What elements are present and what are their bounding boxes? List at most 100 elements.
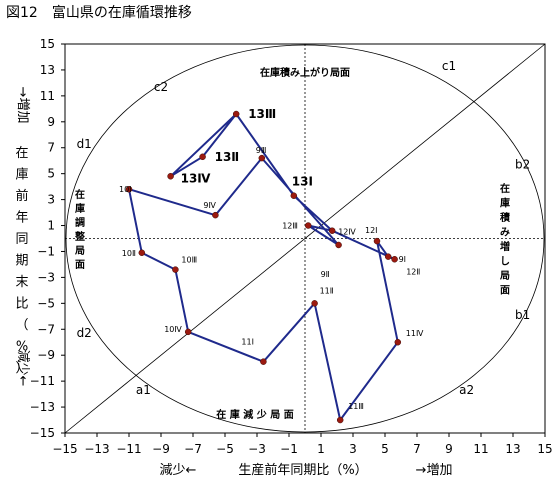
data-point <box>138 249 146 257</box>
data-point <box>394 338 402 346</box>
point-label: 9Ⅰ <box>399 255 406 264</box>
y-tick-label: 9 <box>47 115 55 129</box>
phase-label-right-char: 局 <box>499 270 510 282</box>
data-point <box>260 358 267 365</box>
y-axis-bottom-note: 減少← <box>15 350 31 387</box>
x-tick-label: −13 <box>84 442 109 456</box>
y-axis-label-char: 末 <box>15 275 28 290</box>
y-axis-label-char: 庫 <box>15 168 28 183</box>
data-point <box>258 154 266 162</box>
y-axis-label-char: 期 <box>15 254 28 269</box>
x-tick-label: 3 <box>349 442 357 456</box>
series-line <box>128 113 399 421</box>
data-point <box>172 266 179 273</box>
quadrant-label-b2: b2 <box>515 158 530 172</box>
y-tick-label: −5 <box>37 296 55 310</box>
y-tick-label: 1 <box>47 219 55 233</box>
y-tick-label: −3 <box>37 270 55 284</box>
y-axis-label-char: ） <box>15 361 28 376</box>
y-axis-label-char: % <box>16 340 28 355</box>
y-axis-label-char: 年 <box>15 211 28 226</box>
quadrant-label-a2: a2 <box>459 383 474 397</box>
x-tick-label: −9 <box>152 442 170 456</box>
phase-label-right-char: 在 <box>500 182 510 195</box>
x-tick-label: −3 <box>248 442 266 456</box>
quadrant-label-c1: c1 <box>442 59 456 73</box>
figure-title: 図12 富山県の在庫循環推移 <box>6 5 192 21</box>
phase-label-right-char: み <box>500 227 510 239</box>
y-tick-label: 13 <box>40 63 55 77</box>
y-tick-label: −11 <box>30 374 55 388</box>
x-tick-label: 5 <box>381 442 389 456</box>
x-tick-label: 11 <box>473 442 488 456</box>
point-label: 9Ⅲ <box>256 146 267 155</box>
x-tick-label: −11 <box>116 442 141 456</box>
point-label: 13Ⅰ <box>292 175 313 189</box>
y-tick-label: 5 <box>47 167 55 181</box>
y-axis-top-note: →増加 <box>15 87 30 124</box>
x-tick-label: −7 <box>184 442 202 456</box>
point-label: 13Ⅲ <box>248 107 276 121</box>
x-tick-label: 13 <box>505 442 520 456</box>
x-tick-label: −5 <box>216 442 234 456</box>
point-label: 9Ⅱ <box>321 270 330 279</box>
phase-label-left-char: 局 <box>74 245 85 257</box>
x-axis-right-note: →増加 <box>416 463 453 478</box>
x-tick-label: −1 <box>280 442 298 456</box>
x-tick-label: −15 <box>52 442 77 456</box>
phase-label-right-char: し <box>500 256 510 268</box>
phase-label-top: 在庫積み上がり局面 <box>260 66 350 79</box>
data-point <box>304 222 312 229</box>
data-point <box>335 241 342 249</box>
data-point <box>311 300 318 307</box>
point-label: 13Ⅱ <box>215 150 240 164</box>
x-tick-label: 7 <box>413 442 421 456</box>
point-label: 10Ⅰ <box>119 185 132 194</box>
data-point <box>199 153 206 161</box>
x-tick-label: 1 <box>317 442 325 456</box>
phase-label-right-char: 増 <box>500 240 510 253</box>
point-label: 9Ⅳ <box>203 201 216 210</box>
data-point <box>184 328 192 336</box>
x-axis-left-note: 減少← <box>160 462 197 478</box>
y-tick-label: −1 <box>37 244 55 258</box>
phase-label-bottom: 在 庫 減 少 局 面 <box>216 408 293 421</box>
data-point <box>232 110 240 118</box>
y-tick-label: 11 <box>40 89 55 103</box>
quadrant-label-c2: c2 <box>154 80 168 94</box>
phase-label-left-char: 庫 <box>75 202 85 215</box>
phase-label-left-char: 調 <box>75 216 85 229</box>
point-label: 11Ⅳ <box>406 329 424 338</box>
y-axis-label-char: 在 <box>15 146 28 161</box>
point-label: 11Ⅲ <box>348 402 364 411</box>
phase-label-left-char: 在 <box>75 188 85 201</box>
data-point <box>336 416 344 424</box>
data-point <box>391 255 398 263</box>
data-point <box>212 211 219 219</box>
point-label: 10Ⅳ <box>164 325 182 334</box>
data-point <box>373 237 381 245</box>
data-point <box>167 173 174 180</box>
point-label: 12Ⅱ <box>406 268 420 277</box>
quadrant-label-d1: d1 <box>77 137 92 151</box>
y-axis-label-char: 比 <box>15 297 28 312</box>
x-tick-label: 9 <box>445 442 453 456</box>
y-tick-label: −13 <box>30 400 55 414</box>
point-label: 12Ⅰ <box>365 226 378 235</box>
point-label: 11Ⅱ <box>320 286 334 295</box>
y-tick-label: −7 <box>37 322 55 336</box>
y-tick-label: 3 <box>47 193 55 207</box>
y-axis-label-char: （ <box>15 318 28 333</box>
point-label: 13Ⅳ <box>181 171 212 185</box>
point-label: 12Ⅳ <box>338 228 356 237</box>
point-label: 10Ⅲ <box>181 256 197 265</box>
phase-label-right-char: 面 <box>500 285 510 297</box>
quadrant-label-d2: d2 <box>77 326 92 340</box>
quadrant-label-a1: a1 <box>136 383 151 397</box>
phase-label-left-char: 整 <box>74 230 85 243</box>
phase-label-left-char: 面 <box>75 259 85 271</box>
point-label: 11Ⅰ <box>241 338 254 347</box>
y-axis-label-char: 前 <box>15 188 28 204</box>
point-label: 12Ⅲ <box>282 222 298 231</box>
